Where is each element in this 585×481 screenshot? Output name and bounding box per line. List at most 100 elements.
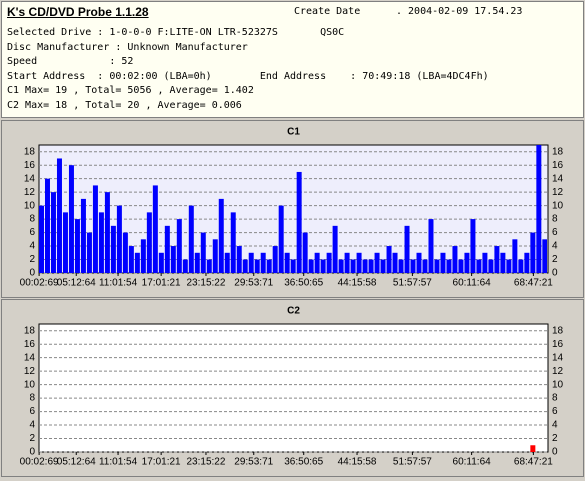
- bar: [182, 259, 188, 273]
- bar: [314, 252, 320, 273]
- x-tick-label: 11:01:54: [99, 278, 138, 289]
- chart: C2 0 0 2 2 4 4 6 6 8 8 10 10 12 12 14 14 16 16 18 18 00:02:69…: [20, 306, 564, 468]
- bar: [482, 252, 488, 273]
- y-tick-label: 12: [24, 187, 36, 198]
- bar: [362, 259, 368, 273]
- bar: [446, 259, 452, 273]
- y-tick-label: 4: [29, 241, 35, 252]
- bar: [338, 259, 344, 273]
- bar: [530, 445, 536, 452]
- bar: [440, 252, 446, 273]
- bar: [284, 252, 290, 273]
- y-tick-label: 2: [29, 254, 35, 265]
- y-tick-label: 0: [29, 268, 35, 279]
- bar: [242, 259, 248, 273]
- bar: [200, 232, 206, 273]
- bar: [380, 259, 386, 273]
- bar: [212, 239, 218, 273]
- bar: [434, 259, 440, 273]
- y-tick-label-right: 12: [552, 366, 564, 377]
- bar: [74, 219, 80, 273]
- y-tick-label-right: 6: [552, 227, 558, 238]
- bar: [332, 225, 338, 273]
- info-line: C2 Max= 18 , Total= 20 , Average= 0.006: [7, 99, 242, 111]
- y-tick-label: 18: [24, 146, 36, 157]
- bar: [260, 252, 266, 273]
- bar: [308, 259, 314, 273]
- bar: [278, 205, 284, 273]
- bar: [230, 212, 236, 273]
- y-tick-label-right: 4: [552, 420, 558, 431]
- bar: [68, 165, 74, 273]
- bar: [302, 232, 308, 273]
- bar: [536, 145, 542, 273]
- x-tick-label: 51:57:57: [393, 278, 432, 289]
- y-tick-label-right: 18: [552, 146, 564, 157]
- info-lines: Selected Drive : 1-0-0-0 F:LITE-ON LTR-5…: [7, 26, 489, 113]
- info-line: Speed : 52: [7, 56, 134, 67]
- bar: [188, 205, 194, 273]
- bar: [152, 185, 158, 273]
- bar: [290, 259, 296, 273]
- bar: [56, 158, 62, 273]
- y-tick-label: 8: [29, 214, 35, 225]
- x-tick-label: 00:02:69: [20, 278, 59, 289]
- x-tick-label: 29:53:71: [234, 278, 273, 289]
- y-tick-label-right: 12: [552, 187, 564, 198]
- bar: [170, 246, 176, 273]
- y-tick-label-right: 4: [552, 241, 558, 252]
- bar: [122, 232, 128, 273]
- info-line: Selected Drive : 1-0-0-0 F:LITE-ON LTR-5…: [7, 27, 345, 38]
- bar: [512, 239, 518, 273]
- x-tick-label: 11:01:54: [99, 457, 138, 468]
- bar: [542, 239, 547, 273]
- bar: [356, 252, 362, 273]
- bar: [350, 259, 356, 273]
- y-tick-label-right: 6: [552, 406, 558, 417]
- y-tick-label: 18: [24, 325, 36, 336]
- x-tick-label: 44:15:58: [338, 278, 377, 289]
- y-tick-label: 2: [29, 433, 35, 444]
- bar: [140, 239, 146, 273]
- bar: [530, 232, 536, 273]
- x-tick-label: 68:47:21: [514, 278, 553, 289]
- bar: [476, 259, 482, 273]
- x-tick-label: 60:11:64: [453, 457, 492, 468]
- bar: [116, 205, 122, 273]
- chart-title: C1: [287, 127, 300, 138]
- y-tick-label-right: 10: [552, 200, 564, 211]
- x-tick-label: 36:50:65: [284, 457, 323, 468]
- bar: [218, 198, 224, 273]
- x-tick-label: 05:12:64: [57, 457, 96, 468]
- y-tick-label: 10: [24, 379, 36, 390]
- bar: [464, 252, 470, 273]
- plot-area: [38, 323, 549, 453]
- bar: [368, 259, 374, 273]
- x-tick-label: 51:57:57: [393, 457, 432, 468]
- bar: [134, 252, 140, 273]
- bar: [320, 259, 326, 273]
- bar: [206, 259, 212, 273]
- y-tick-label-right: 14: [552, 173, 564, 184]
- chart-panel: C1 0 0 2 2 4 4 6 6 8 8 10 10 12 12 14 14 16 16 18 18 00:02:69…: [1, 120, 584, 298]
- bar: [194, 252, 200, 273]
- x-tick-label: 00:02:69: [20, 457, 59, 468]
- bar: [104, 192, 110, 273]
- y-tick-label-right: 0: [552, 447, 558, 458]
- bar: [392, 252, 398, 273]
- bar: [92, 185, 98, 273]
- y-tick-label: 6: [29, 406, 35, 417]
- y-tick-label-right: 18: [552, 325, 564, 336]
- y-tick-label-right: 16: [552, 160, 564, 171]
- chart-panel: C2 0 0 2 2 4 4 6 6 8 8 10 10 12 12 14 14 16 16 18 18 00:02:69…: [1, 299, 584, 477]
- y-tick-label-right: 14: [552, 352, 564, 363]
- bar: [224, 252, 230, 273]
- bar: [39, 205, 44, 273]
- info-line: C1 Max= 19 , Total= 5056 , Average= 1.40…: [7, 85, 254, 96]
- bar: [80, 198, 86, 273]
- y-tick-label: 16: [24, 339, 36, 350]
- y-tick-label: 8: [29, 393, 35, 404]
- bar: [458, 259, 464, 273]
- y-tick-label-right: 10: [552, 379, 564, 390]
